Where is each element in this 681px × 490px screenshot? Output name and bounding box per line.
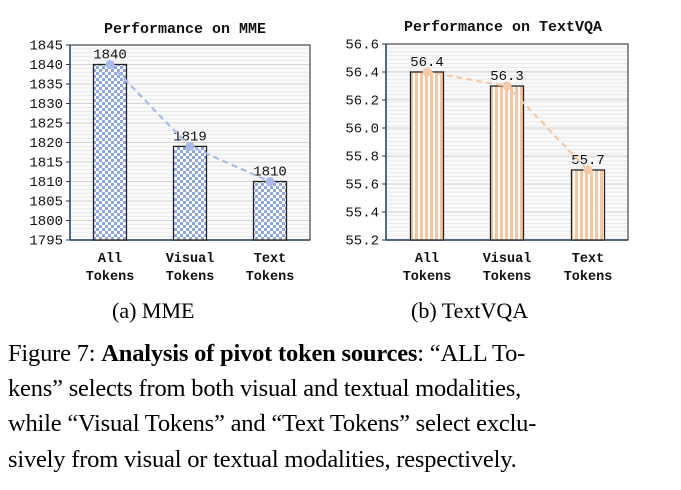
y-tick-label: 1830 xyxy=(29,97,63,113)
chart-title: Performance on MME xyxy=(104,21,266,38)
data-label: 1810 xyxy=(253,165,287,181)
x-tick-label: Tokens xyxy=(483,270,532,285)
x-tick-label: Visual xyxy=(483,252,532,267)
caption-bold-title: Analysis of pivot token sources xyxy=(101,340,418,367)
data-label: 1840 xyxy=(93,48,127,64)
bar xyxy=(252,180,288,241)
y-tick-label: 1820 xyxy=(29,136,63,152)
y-tick-label: 1840 xyxy=(29,58,63,74)
bar xyxy=(489,85,525,241)
y-tick-label: 1795 xyxy=(29,234,63,250)
data-label: 55.7 xyxy=(571,153,605,169)
x-tick-label: Text xyxy=(254,252,286,267)
y-tick-label: 1805 xyxy=(29,195,63,211)
y-tick-label: 55.8 xyxy=(345,150,379,166)
subcaption-b: (b) TextVQA xyxy=(411,298,529,323)
chart-title: Performance on TextVQA xyxy=(404,19,602,36)
x-tick-label: Tokens xyxy=(246,270,295,285)
y-tick-label: 55.4 xyxy=(345,206,379,222)
data-label: 1819 xyxy=(173,129,207,145)
subcaption-a: (a) MME xyxy=(112,298,195,323)
y-tick-label: 1825 xyxy=(29,117,63,133)
y-tick-label: 1835 xyxy=(29,78,63,94)
x-tick-label: Tokens xyxy=(166,270,215,285)
y-tick-label: 56.6 xyxy=(345,38,379,54)
data-label: 56.3 xyxy=(490,69,524,85)
trend-point xyxy=(502,81,512,91)
y-tick-label: 55.2 xyxy=(345,234,379,250)
caption-line-2: kens” selects from both visual and textu… xyxy=(8,375,522,402)
bar xyxy=(172,145,208,241)
x-tick-label: Text xyxy=(572,252,604,267)
trend-point xyxy=(185,141,195,151)
x-tick-label: Tokens xyxy=(564,270,613,285)
y-tick-label: 55.6 xyxy=(345,178,379,194)
bar xyxy=(92,63,128,241)
y-tick-label: 56.0 xyxy=(345,122,379,138)
caption-line-1-rest: : “ALL To- xyxy=(417,340,526,367)
bar xyxy=(409,71,445,241)
x-tick-label: Tokens xyxy=(403,270,452,285)
caption-line-3: while “Visual Tokens” and “Text Tokens” … xyxy=(8,410,537,437)
bar xyxy=(570,169,606,241)
x-tick-label: Visual xyxy=(166,252,215,267)
y-tick-label: 1810 xyxy=(29,175,63,191)
trend-point xyxy=(583,165,593,175)
y-tick-label: 1800 xyxy=(29,214,63,230)
x-tick-label: All xyxy=(98,252,122,267)
x-tick-label: Tokens xyxy=(86,270,135,285)
caption-line-1: Figure 7: Analysis of pivot token source… xyxy=(8,340,525,368)
trend-point xyxy=(265,177,275,186)
y-tick-label: 1815 xyxy=(29,156,63,172)
y-tick-label: 56.2 xyxy=(345,94,379,110)
y-tick-label: 1845 xyxy=(29,39,63,55)
x-tick-label: All xyxy=(415,252,439,267)
figure-charts: 1795 1800 1805 1810 1815 1820 1825 1830 1835 1840… xyxy=(29,19,629,285)
y-tick-label: 56.4 xyxy=(345,66,379,82)
trend-point xyxy=(105,60,115,69)
trend-point xyxy=(422,67,432,77)
caption-prefix: Figure 7: xyxy=(8,340,102,367)
data-label: 56.4 xyxy=(410,55,444,71)
caption-line-4: sively from visual or textual modalities… xyxy=(8,446,517,473)
